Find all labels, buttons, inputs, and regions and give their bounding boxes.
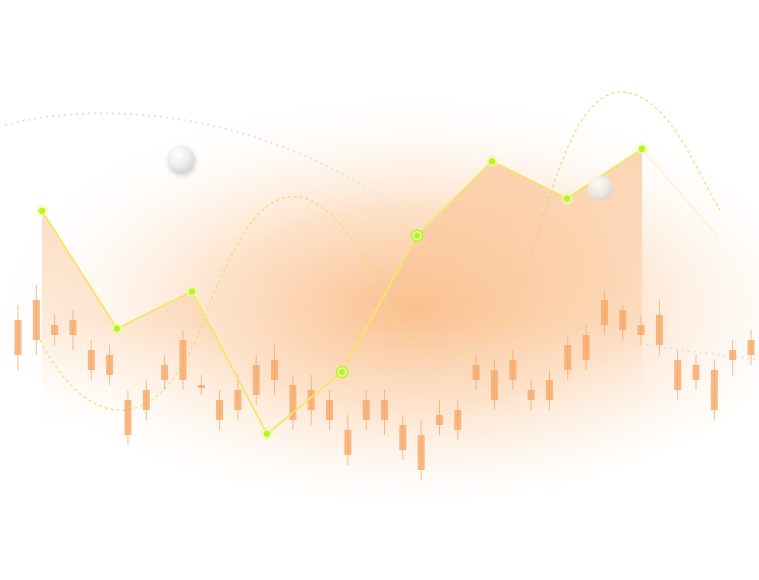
candle-body [399, 425, 407, 450]
candle-body [142, 390, 150, 410]
candle-body [252, 365, 260, 395]
candle-body [655, 315, 663, 345]
candle-body [582, 335, 590, 360]
candle-body [710, 370, 718, 410]
dashed-wave-curve [39, 91, 721, 411]
candle-body [106, 355, 114, 375]
candle-body [619, 310, 627, 330]
candle-body [674, 360, 682, 390]
candle-body [307, 390, 315, 410]
candle-body [234, 390, 242, 410]
candle-body [197, 385, 205, 388]
candle-body [14, 320, 22, 355]
candle-body [564, 345, 572, 370]
candle-body [527, 390, 535, 400]
candle-body [472, 365, 480, 380]
data-point [638, 145, 646, 152]
data-point [188, 288, 196, 295]
data-point [488, 158, 496, 165]
candle-body [509, 360, 517, 380]
data-point [563, 195, 571, 202]
candle-body [729, 350, 737, 360]
candle-body [362, 400, 370, 420]
candle-body [381, 400, 388, 420]
candle-body [435, 415, 443, 425]
data-point [113, 325, 121, 332]
price-line-fade [641, 148, 718, 236]
line-area-fill [42, 148, 642, 441]
data-point [38, 207, 46, 214]
orb-left [167, 145, 195, 173]
orb-right [587, 175, 613, 201]
candle-body [69, 320, 77, 335]
candle-body [124, 400, 132, 435]
candle-body [326, 400, 334, 420]
candle-body [179, 340, 187, 380]
candle-body [637, 325, 645, 335]
candle-body [747, 340, 755, 355]
candlestick-series [14, 285, 755, 480]
candle-body [87, 350, 95, 370]
candle-body [417, 435, 425, 470]
candle-body [692, 365, 700, 380]
candle-body [490, 370, 498, 400]
candle-body [289, 385, 297, 420]
candle-body [344, 430, 352, 455]
candle-body [545, 380, 553, 400]
candle-body [216, 400, 224, 420]
candle-body [454, 410, 462, 430]
data-point [263, 430, 271, 438]
candle-body [51, 325, 59, 335]
data-point [338, 368, 346, 376]
candle-body [271, 360, 279, 380]
candle-body [600, 300, 608, 325]
data-point [413, 232, 421, 239]
candle-body [32, 300, 40, 340]
data-points [36, 142, 648, 440]
candle-body [161, 365, 169, 380]
